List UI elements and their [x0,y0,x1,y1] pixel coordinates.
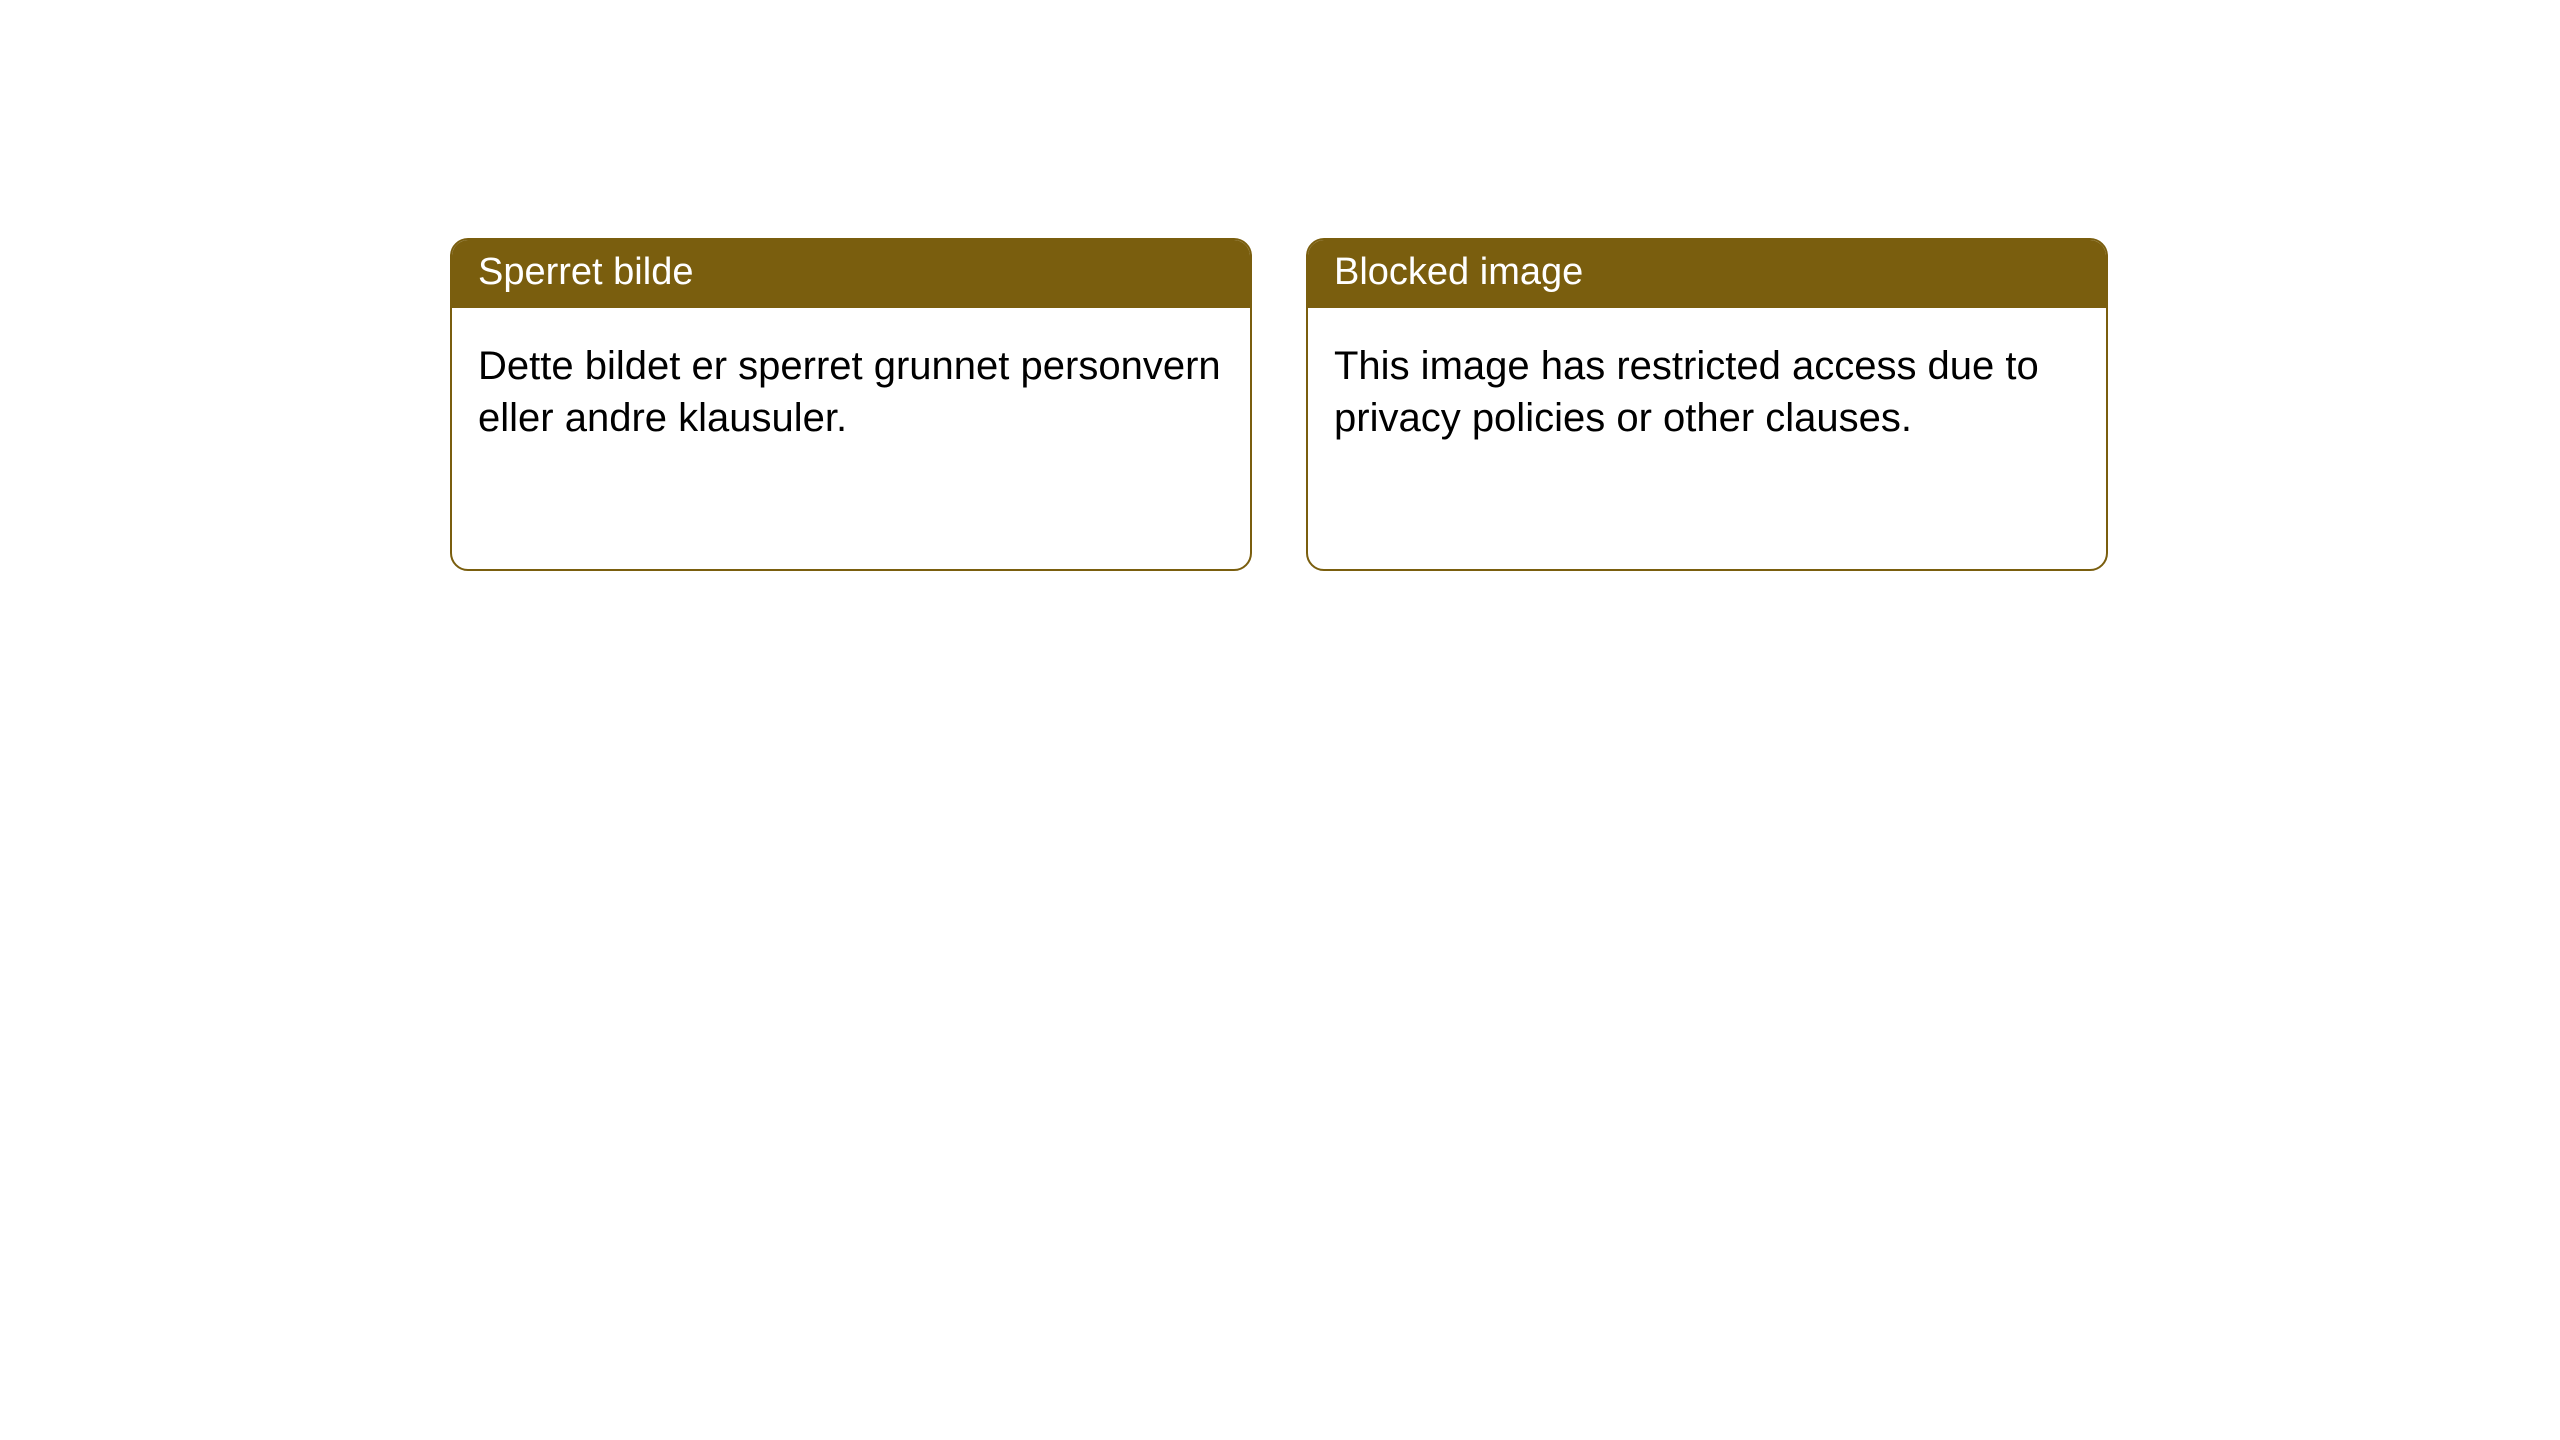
notice-text: Dette bildet er sperret grunnet personve… [478,344,1221,440]
notice-body: This image has restricted access due to … [1308,308,2106,476]
notice-title: Blocked image [1334,251,1583,293]
notice-card-norwegian: Sperret bilde Dette bildet er sperret gr… [450,238,1252,571]
notice-body: Dette bildet er sperret grunnet personve… [452,308,1250,476]
notice-title: Sperret bilde [478,251,693,293]
notice-text: This image has restricted access due to … [1334,344,2039,440]
notice-header: Blocked image [1308,240,2106,308]
notice-header: Sperret bilde [452,240,1250,308]
notice-card-english: Blocked image This image has restricted … [1306,238,2108,571]
notices-container: Sperret bilde Dette bildet er sperret gr… [0,0,2560,571]
